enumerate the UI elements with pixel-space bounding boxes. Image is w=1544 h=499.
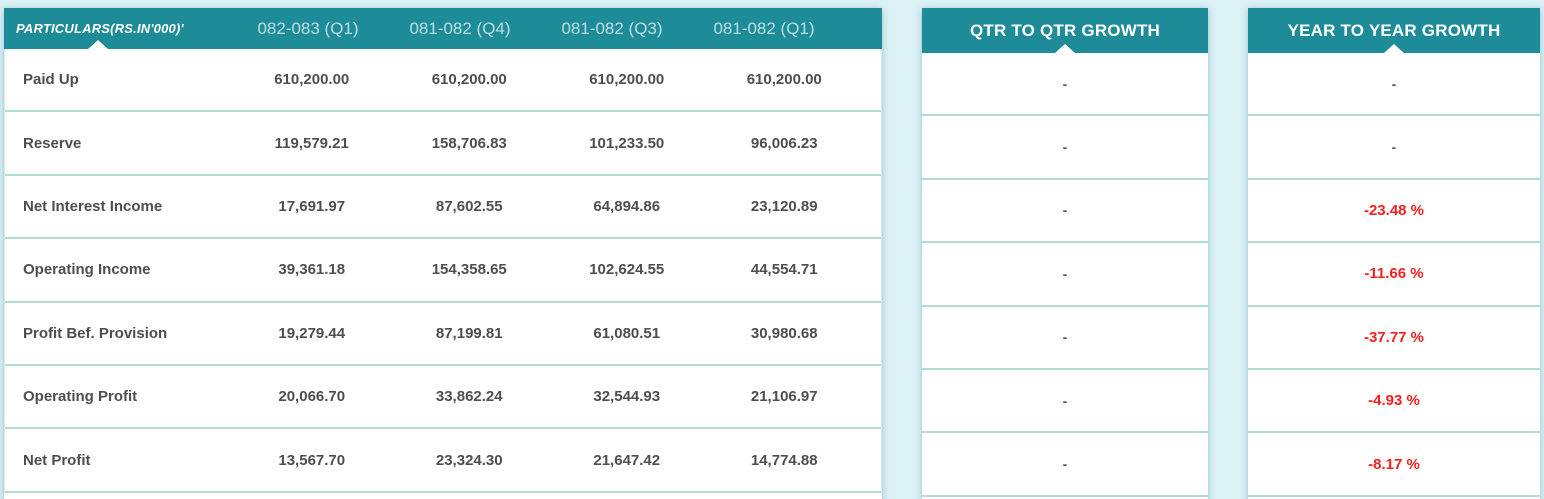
growth-value: - <box>1062 139 1068 156</box>
row-value: 610,200.00 <box>746 71 822 89</box>
row-value: 13,567.70 <box>278 451 346 469</box>
growth-value: -11.66 % <box>1364 265 1424 283</box>
row-value: 33,862.24 <box>435 388 503 406</box>
qtr-growth-body: - - - - - - - <box>922 53 1208 497</box>
row-label: Reserve <box>23 134 82 152</box>
row-value: 61,080.51 <box>593 324 661 342</box>
year-growth-header: YEAR TO YEAR GROWTH <box>1248 8 1540 53</box>
growth-value: -4.93 % <box>1368 392 1420 410</box>
growth-row: - <box>922 307 1208 370</box>
row-value: 19,279.44 <box>278 324 346 342</box>
row-value: 610,200.00 <box>431 71 507 89</box>
row-value: 158,706.83 <box>431 134 507 152</box>
table-row: Net Interest Income 17,691.97 87,602.55 64,… <box>5 176 881 240</box>
row-label: Net Interest Income <box>23 197 163 215</box>
header-notch-arrow <box>88 40 108 49</box>
header-notch-arrow <box>1055 44 1075 53</box>
row-value: 64,894.86 <box>593 197 661 215</box>
growth-value: -23.48 % <box>1363 201 1425 219</box>
row-label: Operating Profit <box>23 388 138 406</box>
table-row: Operating Income 39,361.18 154,358.65 102,6… <box>5 239 881 303</box>
table-row: Operating Profit 20,066.70 33,862.24 32,544… <box>5 366 881 430</box>
growth-row: - <box>1248 53 1540 117</box>
row-value: 87,199.81 <box>435 324 503 342</box>
row-value: 87,602.55 <box>435 197 503 215</box>
financials-table-header: PARTICULARS(RS.IN'000)' 082-083 (Q1) 081-… <box>4 8 882 49</box>
row-value: 21,106.97 <box>750 388 818 406</box>
row-value: 96,006.23 <box>750 134 818 152</box>
period-column-header: 081-082 (Q3) <box>561 18 663 38</box>
particulars-header: PARTICULARS(RS.IN'000)' <box>16 21 184 36</box>
row-value: 101,233.50 <box>589 134 665 152</box>
growth-value: - <box>1062 392 1068 409</box>
row-label: Paid Up <box>23 71 79 89</box>
header-notch-arrow <box>1384 44 1404 53</box>
year-growth-title: YEAR TO YEAR GROWTH <box>1287 20 1501 40</box>
financials-table-body: Paid Up 610,200.00 610,200.00 610,200.00 610… <box>4 49 882 493</box>
growth-value: - <box>1062 75 1068 92</box>
row-value: 20,066.70 <box>278 388 346 406</box>
row-value: 14,774.88 <box>750 451 818 469</box>
growth-value: -37.77 % <box>1363 328 1425 346</box>
growth-value: - <box>1062 202 1068 219</box>
table-row: Net Profit 13,567.70 23,324.30 21,647.42 14,… <box>5 429 881 493</box>
period-column-header: 082-083 (Q1) <box>257 18 359 38</box>
qtr-growth-header: QTR TO QTR GROWTH <box>922 8 1208 53</box>
growth-row: - <box>922 180 1208 244</box>
qtr-growth-title: QTR TO QTR GROWTH <box>969 20 1161 40</box>
growth-row: -4.93 % <box>1248 370 1540 434</box>
row-value: 30,980.68 <box>750 324 818 342</box>
row-value: 119,579.21 <box>274 134 349 152</box>
row-label: Operating Income <box>23 261 151 279</box>
growth-row: - <box>1248 116 1540 180</box>
row-value: 23,324.30 <box>435 451 503 469</box>
financials-table-card: PARTICULARS(RS.IN'000)' 082-083 (Q1) 081-… <box>4 8 882 499</box>
growth-value: - <box>1062 265 1068 282</box>
row-value: 610,200.00 <box>274 71 350 89</box>
row-label: Net Profit <box>23 451 91 469</box>
row-value: 39,361.18 <box>278 261 346 279</box>
growth-value: -8.17 % <box>1368 455 1420 473</box>
growth-value: - <box>1062 329 1068 346</box>
row-value: 610,200.00 <box>589 71 665 89</box>
growth-row: -8.17 % <box>1248 433 1540 497</box>
row-value: 44,554.71 <box>750 261 818 279</box>
growth-row: -23.48 % <box>1248 180 1540 244</box>
row-value: 21,647.42 <box>593 451 661 469</box>
table-row: Paid Up 610,200.00 610,200.00 610,200.00 610… <box>5 49 881 113</box>
row-value: 23,120.89 <box>750 197 818 215</box>
growth-row: -37.77 % <box>1248 307 1540 370</box>
growth-row: - <box>922 116 1208 180</box>
qtr-growth-card: QTR TO QTR GROWTH - - - - - - - <box>922 8 1208 499</box>
growth-value: - <box>1391 139 1397 156</box>
row-label: Profit Bef. Provision <box>23 324 168 342</box>
growth-row: -11.66 % <box>1248 243 1540 307</box>
row-value: 17,691.97 <box>278 197 346 215</box>
growth-row: - <box>922 370 1208 434</box>
row-value: 154,358.65 <box>431 261 507 279</box>
year-growth-card: YEAR TO YEAR GROWTH - - -23.48 % -11.66 % -3… <box>1248 8 1540 499</box>
year-growth-body: - - -23.48 % -11.66 % -37.77 % -4.93 % -8.17 % <box>1248 53 1540 497</box>
table-row: Reserve 119,579.21 158,706.83 101,233.50 96,… <box>5 112 881 176</box>
growth-value: - <box>1391 75 1397 92</box>
table-row: Profit Bef. Provision 19,279.44 87,199.81 6… <box>5 303 881 366</box>
growth-row: - <box>922 433 1208 497</box>
row-value: 102,624.55 <box>589 261 665 279</box>
row-value: 32,544.93 <box>593 388 661 406</box>
period-column-header: 081-082 (Q1) <box>713 18 815 38</box>
growth-value: - <box>1062 456 1068 473</box>
growth-row: - <box>922 53 1208 117</box>
growth-row: - <box>922 243 1208 307</box>
period-column-header: 081-082 (Q4) <box>409 18 511 38</box>
